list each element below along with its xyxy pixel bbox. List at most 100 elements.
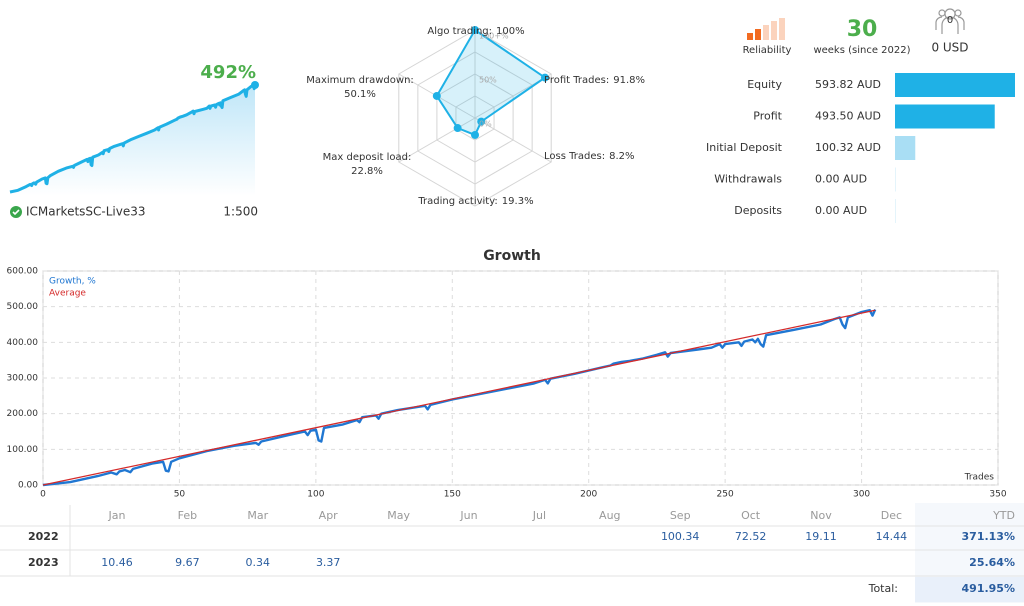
- x-tick-label: 50: [174, 490, 186, 500]
- radar-axis-name: Algo trading:: [427, 26, 492, 37]
- y-tick-label: 0.00: [18, 481, 38, 491]
- month-value: 72.52: [735, 530, 767, 543]
- radar-point: [471, 130, 479, 139]
- check: [12, 209, 20, 216]
- year: 2023: [28, 556, 59, 569]
- radar-label: Max deposit load: 22.8%: [323, 152, 412, 177]
- month-header: Apr: [319, 509, 339, 522]
- series-line: [42, 309, 876, 486]
- legend-label: Average: [49, 289, 86, 299]
- month-header: Aug: [599, 509, 620, 522]
- ytd-value: 371.13%: [962, 530, 1015, 543]
- month-header: Sep: [670, 509, 691, 522]
- month-header: Jul: [532, 509, 546, 522]
- month-header: May: [387, 509, 410, 522]
- month-value: 0.34: [246, 556, 271, 569]
- month-header: Jun: [459, 509, 477, 522]
- month-header: Oct: [741, 509, 761, 522]
- stat-name: Withdrawals: [714, 173, 782, 186]
- month-value: 100.34: [661, 530, 700, 543]
- radar-point: [453, 124, 462, 133]
- stat-bar: [895, 73, 1015, 97]
- stat-value: 0.00 AUD: [815, 204, 867, 217]
- month-header: Jan: [108, 509, 126, 522]
- x-tick-label: 100: [307, 490, 324, 500]
- month-value: 10.46: [101, 556, 133, 569]
- radar-axis-value: 91.8%: [613, 75, 645, 86]
- stat-value: 0.00 AUD: [815, 173, 867, 186]
- weeks: 30: [847, 17, 878, 42]
- radar-label: Loss Trades: 8.2%: [544, 151, 634, 162]
- radar-tick-label: 50%: [479, 76, 497, 85]
- radar-axis-value: 22.8%: [351, 166, 383, 177]
- month-value: 14.44: [876, 530, 908, 543]
- mini-end-point: [251, 81, 259, 89]
- ytd-value: 25.64%: [969, 556, 1015, 569]
- x-axis-label: Trades: [964, 473, 995, 483]
- stat-name: Profit: [753, 110, 782, 123]
- month-value: 19.11: [805, 530, 837, 543]
- y-tick-label: 300.00: [7, 374, 39, 384]
- x-tick-label: 200: [580, 490, 597, 500]
- radar-axis-name: Loss Trades:: [544, 151, 605, 162]
- x-tick-label: 350: [989, 490, 1006, 500]
- radar-label: Maximum drawdown: 50.1%: [306, 75, 414, 100]
- radar-tick-label: 100+%: [479, 32, 509, 41]
- radar-axis-value: 50.1%: [344, 89, 376, 100]
- stat-name: Initial Deposit: [706, 141, 783, 154]
- y-tick-label: 200.00: [7, 409, 39, 419]
- y-tick-label: 600.00: [7, 267, 39, 277]
- legend-label: Growth, %: [49, 277, 96, 287]
- radar-point: [540, 73, 549, 82]
- radar-axis-value: 8.2%: [609, 151, 634, 162]
- subscribers: 0: [947, 15, 953, 26]
- radar-axis-name: Trading activity:: [417, 196, 497, 207]
- account[interactable]: ICMarketsSC-Live33: [26, 205, 146, 219]
- radar-spoke: [398, 117, 476, 163]
- month-header: Dec: [881, 509, 902, 522]
- total-label: Total:: [868, 582, 898, 595]
- month-value: 3.37: [316, 556, 341, 569]
- subscribers-icon: [935, 8, 965, 34]
- y-tick-label: 500.00: [7, 302, 39, 312]
- radar-spoke: [474, 117, 552, 163]
- stat-bar: [895, 104, 995, 129]
- radar-point: [477, 117, 486, 126]
- year: 2022: [28, 530, 59, 543]
- stat-name: Equity: [747, 78, 782, 91]
- radar-axis-value: 19.3%: [502, 196, 534, 207]
- x-tick-label: 250: [717, 490, 734, 500]
- total-cell: [915, 577, 1024, 602]
- reliability-icon: [747, 18, 785, 40]
- chart-title: Growth: [483, 248, 541, 264]
- radar-axis-value: 100%: [496, 26, 525, 37]
- radar-axis-name: Maximum drawdown:: [306, 75, 414, 86]
- series-line: [42, 309, 877, 487]
- radar-label: Trading activity: 19.3%: [417, 196, 533, 207]
- leverage: 1:500: [223, 205, 258, 219]
- stat-bar: [895, 199, 896, 223]
- ytd-header: YTD: [992, 509, 1015, 522]
- month-header: Feb: [178, 509, 197, 522]
- y-tick-label: 100.00: [7, 445, 39, 455]
- month-value: 9.67: [175, 556, 200, 569]
- radar-axis-name: Profit Trades:: [544, 75, 609, 86]
- reliability-label: Reliability: [743, 45, 792, 56]
- stat-bar: [895, 136, 916, 160]
- x-tick-label: 150: [444, 490, 461, 500]
- stat-bar: [895, 167, 896, 192]
- stat-value: 100.32 AUD: [815, 141, 881, 154]
- stat-value: 493.50 AUD: [815, 110, 881, 123]
- radar-axis-name: Max deposit load:: [323, 152, 412, 163]
- month-header: Nov: [810, 509, 832, 522]
- radar-label: Algo trading: 100%: [427, 26, 524, 37]
- growth-total: 492%: [200, 62, 256, 83]
- stat-name: Deposits: [734, 204, 782, 217]
- radar-point: [432, 91, 441, 100]
- mini-line: [9, 83, 257, 194]
- month-header: Mar: [247, 509, 268, 522]
- stat-value: 593.82 AUD: [815, 78, 881, 91]
- x-tick-label: 300: [853, 490, 870, 500]
- radar-tick-label: 0%: [479, 120, 492, 129]
